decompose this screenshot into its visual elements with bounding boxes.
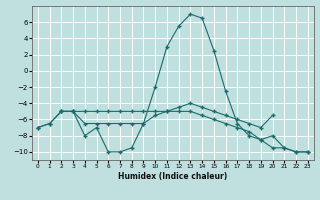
X-axis label: Humidex (Indice chaleur): Humidex (Indice chaleur): [118, 172, 228, 181]
